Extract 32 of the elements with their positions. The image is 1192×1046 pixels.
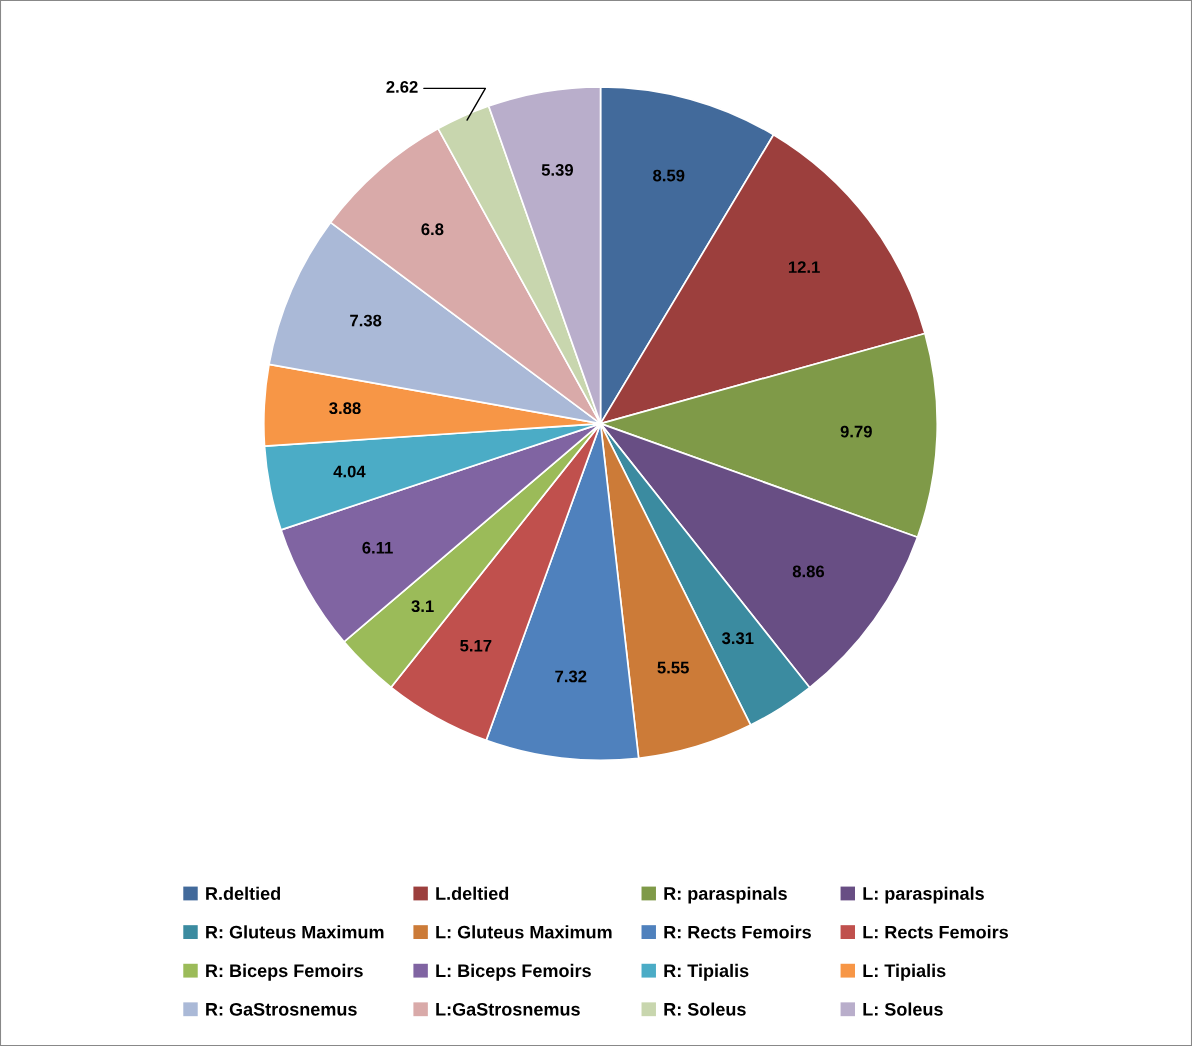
legend-label: L: Biceps Femoirs: [436, 963, 591, 981]
legend-label: L: Soleus: [863, 1002, 943, 1016]
legend-label: L: Rects Femoirs: [863, 925, 1008, 939]
data-label: 7.32: [555, 670, 587, 683]
data-label: 6.11: [362, 541, 393, 554]
legend-label: L: paraspinals: [863, 886, 984, 904]
legend-label: R: Rects Femoirs: [664, 925, 811, 939]
legend-label: R: paraspinals: [664, 886, 787, 904]
data-label: 7.38: [350, 314, 382, 327]
data-label: 6.8: [421, 223, 444, 236]
data-label: 3.1: [411, 600, 434, 613]
data-label: 5.17: [460, 639, 492, 652]
data-label: 5.39: [541, 164, 574, 176]
data-label: 8.59: [653, 169, 685, 182]
legend-label: R: Gluteus Maximum: [206, 925, 384, 939]
legend-label: L: Gluteus Maximum: [436, 925, 612, 939]
data-label: 5.55: [657, 661, 689, 674]
data-label: 4.04: [333, 465, 366, 478]
data-label: 2.62: [386, 81, 418, 93]
data-label: 8.86: [792, 565, 825, 578]
data-label: 12.1: [788, 261, 820, 273]
legend-label: L.deltied: [436, 886, 509, 900]
data-label: 3.88: [329, 402, 361, 415]
legend-label: R: Biceps Femoirs: [206, 963, 363, 981]
legend-label: L: Tipialis: [863, 963, 946, 981]
data-label: 3.31: [721, 632, 754, 645]
legend-label: L:GaStrosnemus: [436, 1002, 580, 1016]
legend-label: R: Soleus: [664, 1002, 746, 1016]
legend-label: R.deltied: [206, 886, 280, 900]
legend-label: R: Tipialis: [664, 963, 749, 981]
legend-label: R: GaStrosnemus: [206, 1002, 357, 1016]
data-label: 9.79: [840, 425, 872, 438]
